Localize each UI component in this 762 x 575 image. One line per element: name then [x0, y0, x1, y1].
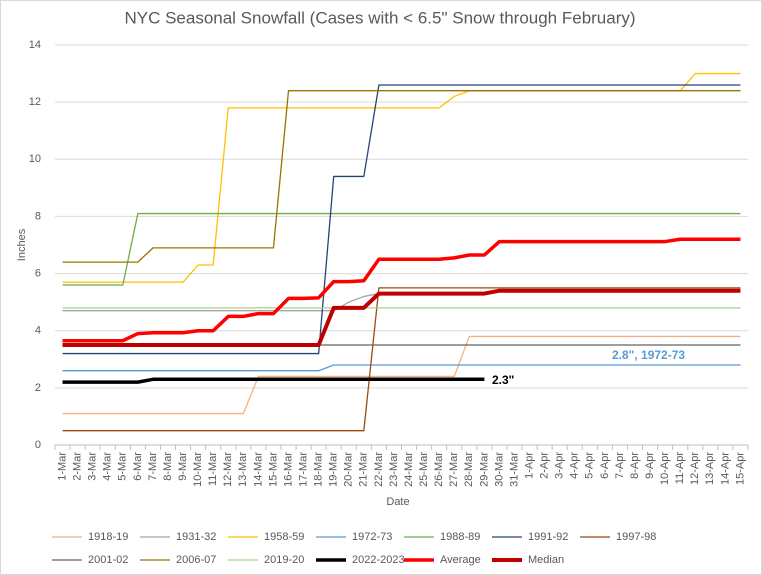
x-tick-label: 25-Mar — [418, 452, 430, 487]
series-line — [62, 84, 741, 355]
legend-label: Median — [528, 554, 564, 566]
x-tick-label: 9-Mar — [177, 452, 189, 481]
legend-label: 1991-92 — [528, 531, 568, 543]
legend-item: 2022-2023 — [316, 554, 405, 566]
x-tick-label: 12-Mar — [222, 452, 234, 487]
legend-label: 1918-19 — [88, 531, 128, 543]
series-line — [62, 335, 741, 415]
x-tick-label: 4-Mar — [102, 452, 114, 481]
x-tick-label: 5-Mar — [117, 452, 129, 481]
x-tick-label: 10-Apr — [659, 452, 671, 485]
series-line — [62, 212, 741, 286]
x-tick-label: 15-Mar — [267, 452, 279, 487]
x-tick-label: 18-Mar — [313, 452, 325, 487]
legend-label: 2019-20 — [264, 554, 304, 566]
x-tick-label: 8-Mar — [162, 452, 174, 481]
x-tick-label: 6-Mar — [132, 452, 144, 481]
x-tick-label: 3-Mar — [87, 452, 99, 481]
x-tick-label: 14-Apr — [719, 452, 731, 485]
legend-item: 1991-92 — [492, 531, 568, 543]
y-tick-label: 14 — [29, 39, 41, 51]
x-tick-label: 4-Apr — [569, 452, 581, 479]
x-tick-label: 12-Apr — [689, 452, 701, 485]
x-tick-label: 6-Apr — [599, 452, 611, 479]
legend-label: Average — [440, 554, 481, 566]
legend-item: 1988-89 — [404, 531, 480, 543]
x-tick-label: 2-Apr — [539, 452, 551, 479]
x-tick-label: 22-Mar — [373, 452, 385, 487]
x-tick-label: 31-Mar — [508, 452, 520, 487]
x-tick-label: 28-Mar — [463, 452, 475, 487]
legend-label: 1958-59 — [264, 531, 304, 543]
x-tick-label: 9-Apr — [644, 452, 656, 479]
x-tick-label: 3-Apr — [554, 452, 566, 479]
legend-item: 1997-98 — [580, 531, 656, 543]
y-tick-label: 4 — [35, 325, 41, 337]
x-tick-label: 5-Apr — [584, 452, 596, 479]
legend-item: Average — [404, 554, 481, 566]
x-tick-label: 11-Mar — [207, 452, 219, 486]
chart-title: NYC Seasonal Snowfall (Cases with < 6.5"… — [124, 8, 635, 27]
legend-label: 1931-32 — [176, 531, 216, 543]
series-line — [62, 288, 741, 347]
series-line — [62, 287, 741, 432]
x-tick-label: 13-Apr — [704, 452, 716, 485]
y-tick-label: 8 — [35, 210, 41, 222]
x-tick-label: 23-Mar — [388, 452, 400, 487]
legend-item: 2006-07 — [140, 554, 216, 566]
y-tick-label: 6 — [35, 267, 41, 279]
series-line — [62, 237, 741, 343]
legend-item: 1931-32 — [140, 531, 216, 543]
y-tick-label: 12 — [29, 96, 41, 108]
y-tick-label: 2 — [35, 382, 41, 394]
series-line — [62, 364, 741, 372]
x-tick-label: 30-Mar — [493, 452, 505, 487]
legend-label: 1972-73 — [352, 531, 392, 543]
annotation: 2.3" — [492, 373, 514, 387]
x-tick-label: 2-Mar — [72, 452, 84, 481]
legend-label: 2006-07 — [176, 554, 216, 566]
legend-label: 2022-2023 — [352, 554, 405, 566]
x-tick-label: 19-Mar — [328, 452, 340, 487]
legend-item: 2001-02 — [52, 554, 128, 566]
x-tick-label: 20-Mar — [343, 452, 355, 487]
x-tick-label: 8-Apr — [629, 452, 641, 479]
x-tick-label: 26-Mar — [433, 452, 445, 487]
x-tick-label: 10-Mar — [192, 452, 204, 487]
x-tick-label: 7-Apr — [614, 452, 626, 479]
x-tick-label: 27-Mar — [448, 452, 460, 487]
legend-item: Median — [492, 554, 564, 566]
legend-item: 2019-20 — [228, 554, 304, 566]
y-tick-label: 10 — [29, 153, 41, 165]
x-tick-label: 11-Apr — [674, 452, 686, 485]
legend-item: 1918-19 — [52, 531, 128, 543]
x-tick-label: 14-Mar — [252, 452, 264, 487]
legend-label: 2001-02 — [88, 554, 128, 566]
series-line — [62, 90, 741, 263]
x-tick-label: 1-Mar — [56, 452, 68, 481]
x-tick-label: 16-Mar — [282, 452, 294, 487]
annotation: 2.8", 1972-73 — [612, 348, 685, 362]
legend-label: 1988-89 — [440, 531, 480, 543]
x-tick-label: 21-Mar — [358, 452, 370, 487]
x-tick-label: 24-Mar — [403, 452, 415, 487]
series-line — [62, 377, 485, 384]
y-axis-label: Inches — [16, 228, 28, 261]
legend-label: 1997-98 — [616, 531, 656, 543]
x-tick-label: 1-Apr — [523, 452, 535, 479]
y-tick-label: 0 — [35, 439, 41, 451]
x-tick-label: 7-Mar — [147, 452, 159, 481]
legend-item: 1972-73 — [316, 531, 392, 543]
x-tick-label: 13-Mar — [237, 452, 249, 487]
x-tick-label: 15-Apr — [734, 452, 746, 485]
x-axis-label: Date — [386, 496, 409, 508]
legend-item: 1958-59 — [228, 531, 304, 543]
x-tick-label: 17-Mar — [297, 452, 309, 487]
x-tick-label: 29-Mar — [478, 452, 490, 487]
